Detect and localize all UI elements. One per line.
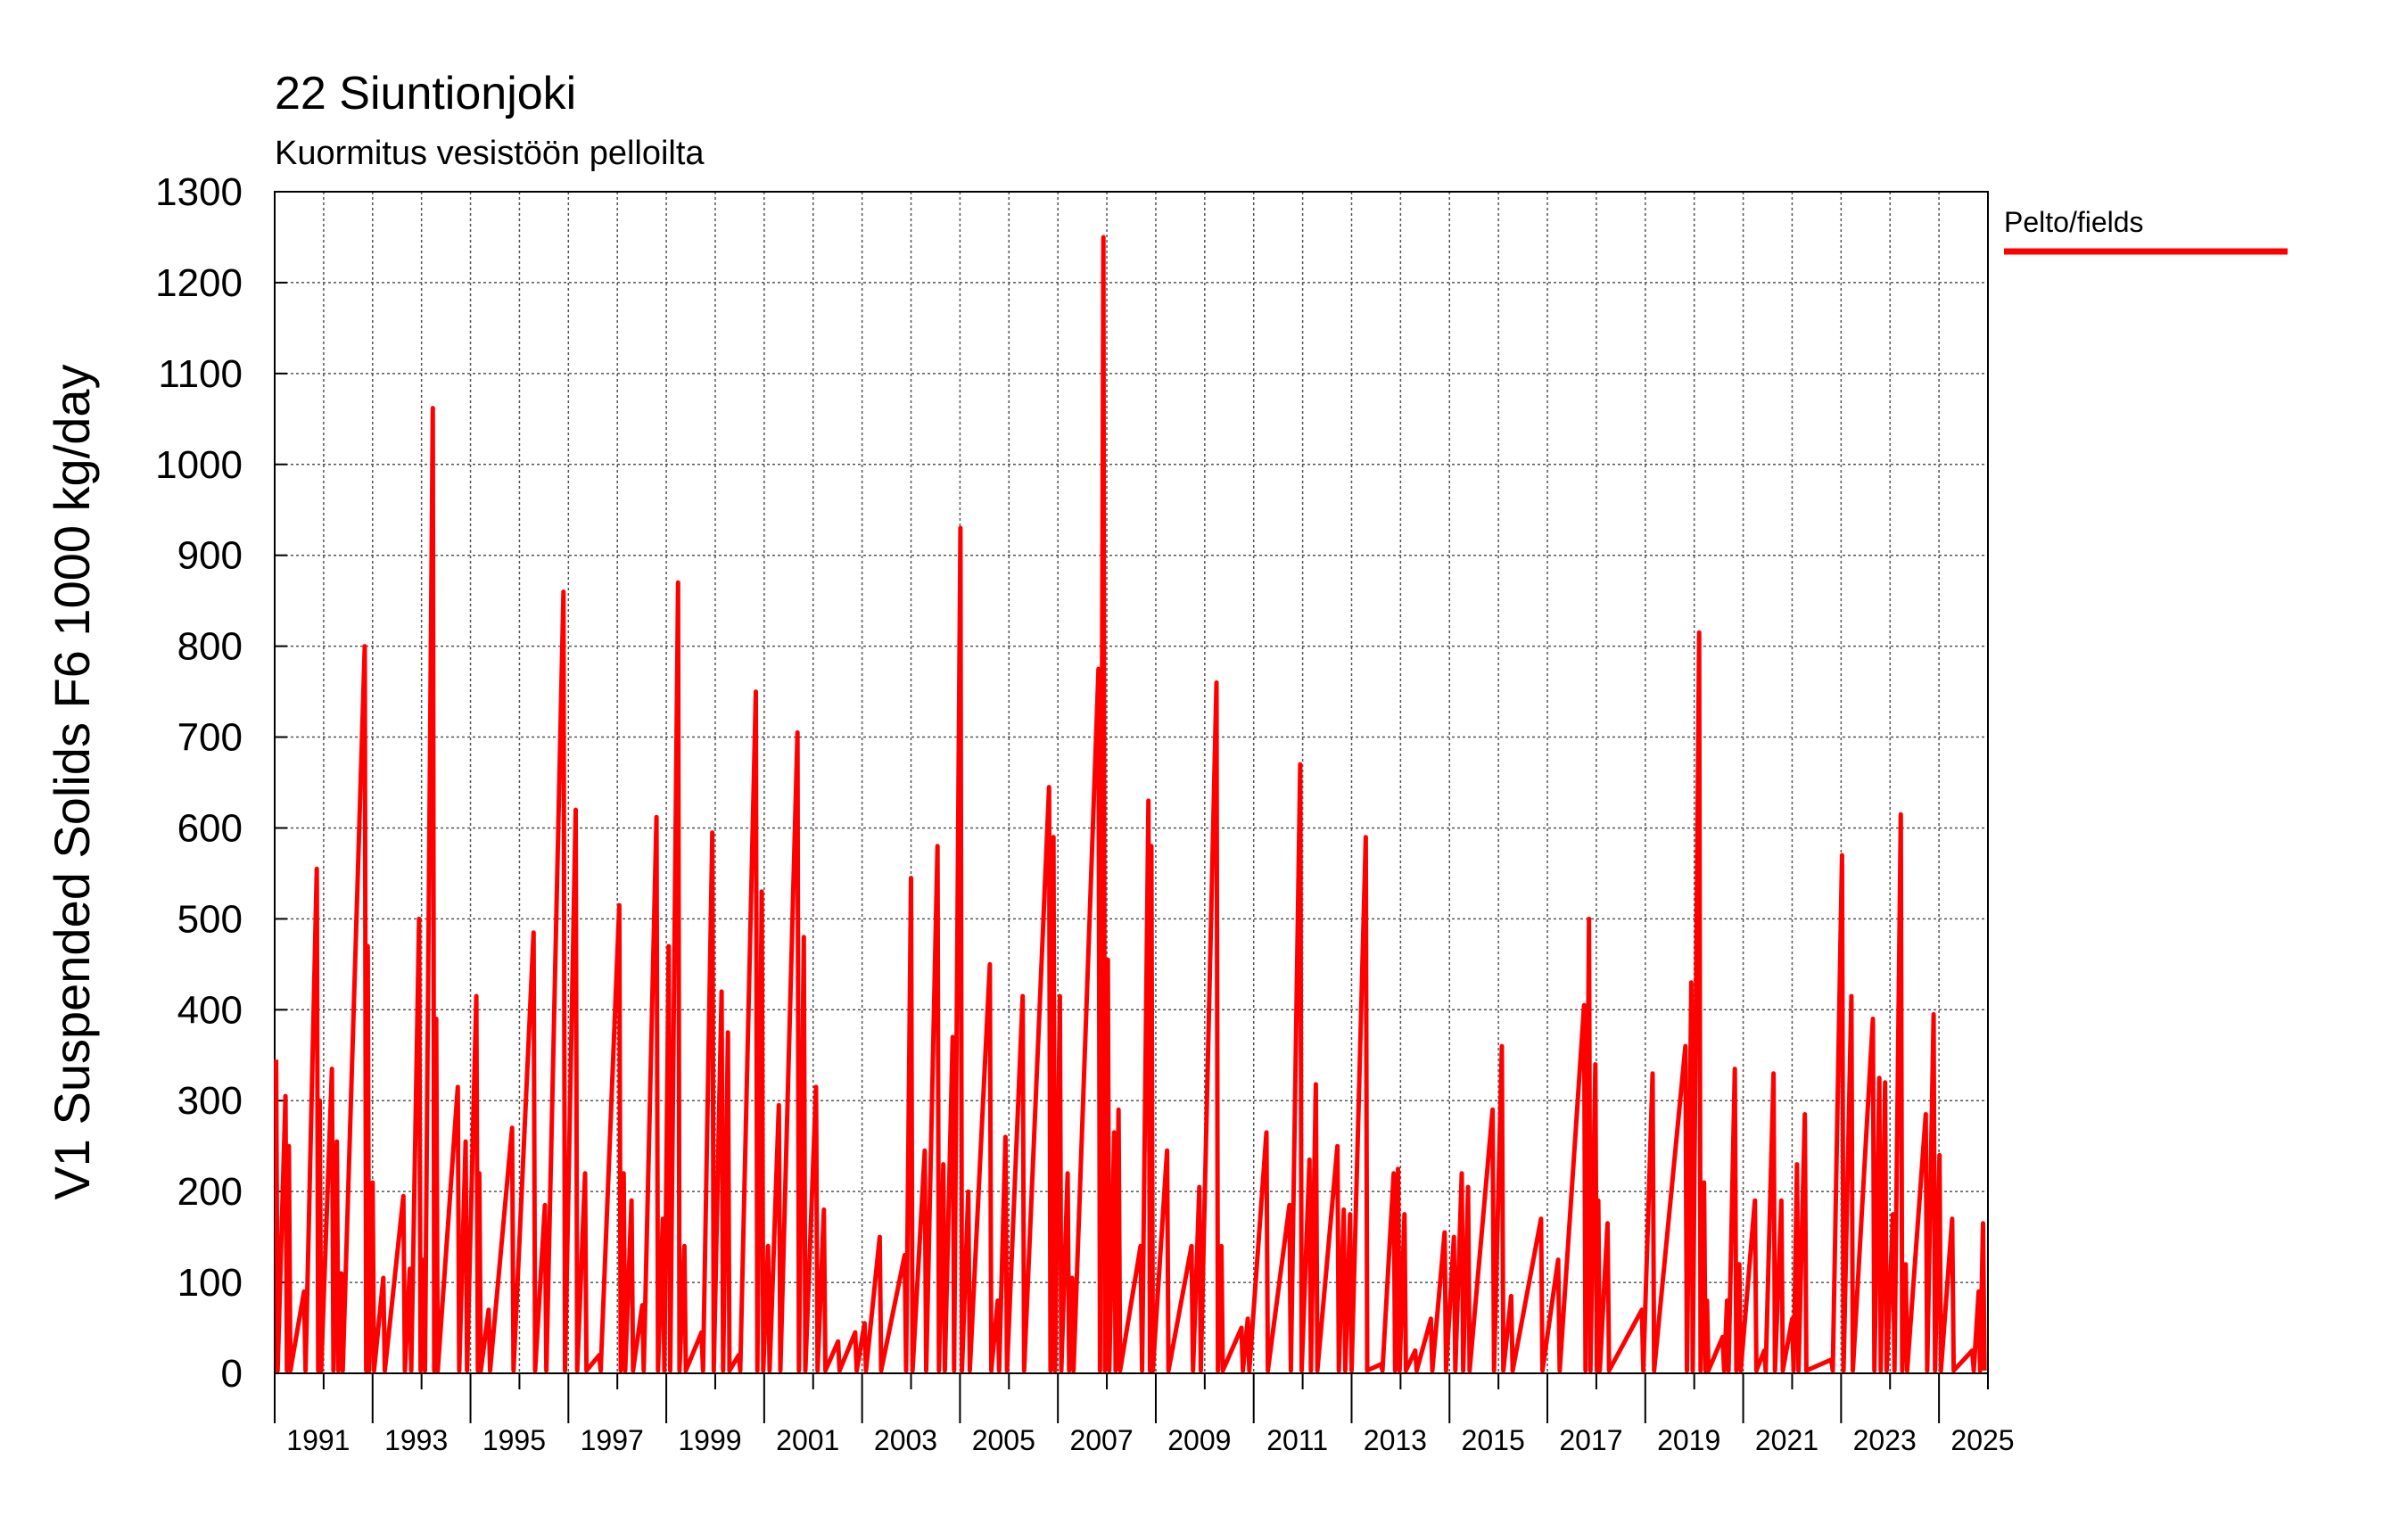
- y-tick-label: 700: [177, 716, 243, 760]
- x-tick-label: 2021: [1755, 1424, 1818, 1456]
- x-tick-label: 2017: [1559, 1424, 1622, 1456]
- y-axis-label: V1 Suspended Solids F6 1000 kg/day: [44, 364, 100, 1199]
- y-tick-label: 1000: [155, 443, 243, 487]
- x-tick-label: 2003: [874, 1424, 937, 1456]
- x-tick-label: 2005: [972, 1424, 1035, 1456]
- y-tick-label: 1300: [155, 170, 243, 214]
- x-tick-label: 1999: [678, 1424, 741, 1456]
- x-tick-label: 1997: [581, 1424, 644, 1456]
- x-tick-label: 1991: [286, 1424, 350, 1456]
- y-tick-label: 200: [177, 1170, 243, 1214]
- legend-label: Pelto/fields: [2004, 206, 2144, 238]
- y-tick-label: 1200: [155, 261, 243, 305]
- x-tick-label: 2015: [1462, 1424, 1525, 1456]
- y-tick-label: 100: [177, 1261, 243, 1305]
- y-tick-label: 300: [177, 1079, 243, 1123]
- y-tick-label: 1100: [158, 352, 243, 396]
- plot-frame: [274, 191, 1989, 1374]
- y-tick-label: 500: [177, 897, 243, 941]
- y-tick-label: 800: [177, 625, 243, 669]
- x-tick-label: 2007: [1069, 1424, 1133, 1456]
- x-tick-label: 2023: [1853, 1424, 1917, 1456]
- x-tick-label: 2025: [1950, 1424, 2014, 1456]
- data-line: [274, 235, 1987, 1373]
- y-tick-label: 900: [177, 534, 243, 578]
- y-tick-label: 600: [177, 806, 243, 850]
- x-tick-label: 2013: [1364, 1424, 1427, 1456]
- chart-title: 22 Siuntionjoki: [275, 68, 576, 119]
- x-tick-label: 1995: [482, 1424, 546, 1456]
- x-tick-label: 2001: [776, 1424, 839, 1456]
- y-tick-label: 0: [221, 1352, 243, 1396]
- x-tick-label: 2011: [1266, 1424, 1328, 1456]
- x-tick-label: 2009: [1167, 1424, 1231, 1456]
- x-tick-label: 1993: [384, 1424, 448, 1456]
- x-tick-label: 2019: [1657, 1424, 1720, 1456]
- y-tick-label: 400: [177, 988, 243, 1032]
- chart-subtitle: Kuormitus vesistöön pelloilta: [275, 135, 705, 172]
